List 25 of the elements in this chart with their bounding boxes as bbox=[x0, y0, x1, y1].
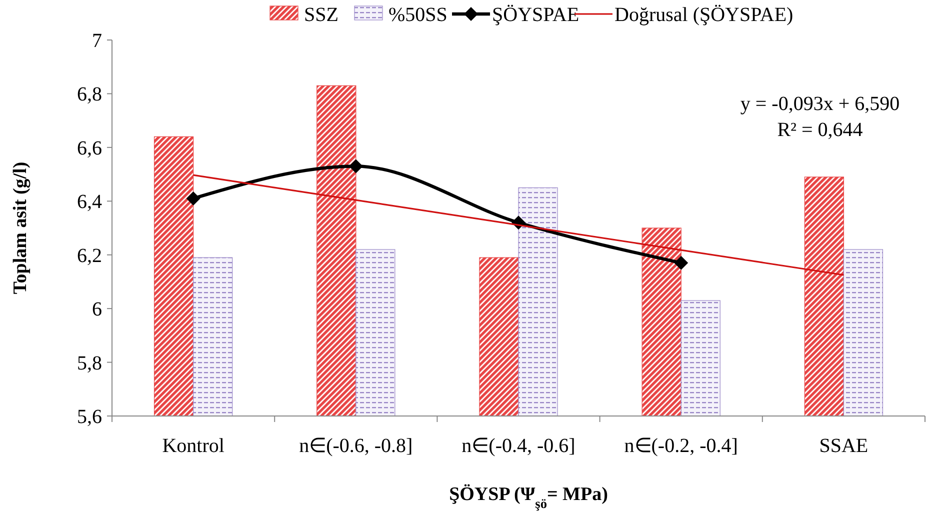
point bbox=[674, 256, 688, 270]
y-tick-label: 5,6 bbox=[77, 406, 102, 428]
line-series bbox=[192, 174, 844, 276]
y-tick-label: 6,2 bbox=[77, 244, 102, 267]
legend-label: SSZ bbox=[304, 4, 338, 26]
annotation: R² = 0,644 bbox=[777, 119, 863, 141]
x-tick-label: Kontrol bbox=[162, 435, 225, 457]
y-tick-label: 6,8 bbox=[77, 84, 102, 106]
x-tick-label: n∈(-0.2, -0.4] bbox=[624, 435, 738, 457]
point bbox=[186, 191, 200, 206]
x-tick-label: SSAE bbox=[819, 435, 868, 457]
x-tick-label: n∈(-0.6, -0.8] bbox=[299, 435, 413, 457]
y-tick-label: 6,4 bbox=[77, 191, 102, 214]
y-tick-label: 6 bbox=[92, 298, 102, 321]
annotation: y = -0,093x + 6,590 bbox=[740, 93, 900, 115]
x-tick-label: n∈(-0.4, -0.6] bbox=[462, 435, 576, 457]
y-tick-label: 6,6 bbox=[77, 137, 102, 160]
legend-label: %50SS bbox=[388, 4, 448, 26]
y-tick-label: 5,8 bbox=[77, 352, 102, 374]
x-axis-title: ŞÖYSP (Ψ$_{şö}$= MPa) bbox=[449, 484, 608, 510]
legend-label: Doğrusal (ŞÖYSPAE) bbox=[614, 4, 794, 26]
y-axis-title: Toplam asit (g/l) bbox=[10, 162, 31, 294]
legend-label: ŞÖYSPAE bbox=[492, 4, 580, 26]
point bbox=[348, 159, 363, 174]
y-tick-label: 7 bbox=[92, 30, 102, 52]
